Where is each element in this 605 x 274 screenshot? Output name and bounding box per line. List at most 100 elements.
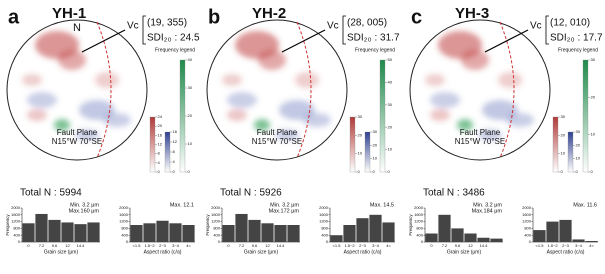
x-tick-label: 7.2 <box>39 243 45 248</box>
bar <box>169 223 182 242</box>
colorbar-tick-label: 30 <box>388 102 393 107</box>
colorbar-tick-label: 12 <box>173 139 178 144</box>
bar <box>585 240 598 242</box>
x-tick-label: 14.4 <box>77 243 86 248</box>
bar <box>261 223 274 242</box>
bar <box>343 225 356 242</box>
x-tick-label: 0 <box>227 243 230 248</box>
x-tick-label: 12 <box>468 243 473 248</box>
vc-label: Vc <box>530 21 542 32</box>
x-tick-label: 0 <box>27 243 30 248</box>
vc-coords: (12, 010) <box>550 18 590 29</box>
x-tick-label: <1.5 <box>536 243 545 248</box>
density-blob <box>75 129 99 141</box>
fault-trace <box>499 21 515 159</box>
bar <box>451 228 464 242</box>
colorbar-tick-label: 0 <box>358 169 361 174</box>
bar <box>48 219 61 242</box>
colorbar-tick-label: 10 <box>576 156 581 161</box>
bar <box>248 219 261 242</box>
colorbar-tick-label: 10 <box>188 141 193 146</box>
x-tick-label: 12 <box>265 243 270 248</box>
panel-title: YH-3 <box>455 5 489 22</box>
colorbar-tick-label: 0 <box>576 169 579 174</box>
note: Min. 3.2 μm <box>473 202 502 208</box>
colorbar <box>179 59 186 173</box>
bar <box>559 219 572 242</box>
x-tick-label: 2~3 <box>359 243 367 248</box>
bar <box>438 214 451 242</box>
density-blob <box>478 129 502 141</box>
fault-trace <box>96 21 112 159</box>
x-tick-label: 2~3 <box>159 243 167 248</box>
density-blob <box>258 50 286 70</box>
bar <box>572 239 585 242</box>
y-tick-label: 0 <box>421 239 424 244</box>
x-tick-label: 1.5~2 <box>344 243 355 248</box>
x-tick-label: 3~4 <box>575 243 583 248</box>
bar <box>130 225 143 242</box>
bar <box>356 218 369 242</box>
x-tick-label: 3~4 <box>372 243 380 248</box>
colorbar <box>364 131 371 173</box>
colorbar-tick-label: 8 <box>158 151 161 156</box>
y-tick-label: 2000 <box>11 205 21 210</box>
colorbar-tick-label: 40 <box>188 57 193 62</box>
total-n: Total N : 5926 <box>220 188 282 199</box>
colorbar <box>149 116 156 173</box>
colorbar-tick-label: 50 <box>388 57 393 62</box>
legend-title: Frequency legend <box>155 47 195 53</box>
colorbar-tick-label: 0 <box>591 169 594 174</box>
density-blob <box>103 113 131 127</box>
y-tick-label: 400 <box>321 232 328 237</box>
bar <box>546 221 559 242</box>
colorbar-tick-label: 0 <box>561 169 564 174</box>
density-blob <box>27 109 47 121</box>
y-tick-label: 1600 <box>119 212 129 217</box>
y-tick-label: 0 <box>126 239 129 244</box>
y-tick-label: 800 <box>213 225 220 230</box>
colorbar-tick-label: 20 <box>561 132 566 137</box>
y-tick-label: 400 <box>213 232 220 237</box>
colorbar-tick-label: 10 <box>388 147 393 152</box>
colorbar-tick-label: 10 <box>561 151 566 156</box>
north-label: N <box>73 22 81 34</box>
note: Min. 3.2 μm <box>270 202 299 208</box>
x-tick-label: 2~3 <box>562 243 570 248</box>
note: Max. 11.6 <box>573 202 597 208</box>
x-tick-label: <1.5 <box>333 243 342 248</box>
panel-label: a <box>8 6 20 28</box>
x-tick-label: 4< <box>386 243 391 248</box>
x-tick-label: 4< <box>589 243 594 248</box>
y-tick-label: 0 <box>326 239 329 244</box>
colorbar-tick-label: 30 <box>358 114 363 119</box>
fault-plane: Fault Plane <box>460 128 501 137</box>
panel-label: c <box>411 6 422 28</box>
bar <box>477 237 490 242</box>
density-blob <box>303 113 331 127</box>
stereonet <box>6 19 148 161</box>
bar <box>156 220 169 242</box>
colorbar-tick-label: 30 <box>591 57 596 62</box>
density-blob <box>430 109 450 121</box>
y-axis-label: Frequency <box>408 214 413 236</box>
sdi: SDI₂₀ : 24.5 <box>147 33 200 44</box>
x-tick-label: 14.4 <box>480 243 489 248</box>
panel-label: b <box>208 6 220 28</box>
x-axis-label: Aspect ratio (c/a) <box>547 249 585 255</box>
colorbar-tick-label: 20 <box>188 113 193 118</box>
y-tick-label: 400 <box>416 232 423 237</box>
bar <box>222 225 235 242</box>
density-blob <box>457 119 473 131</box>
colorbar-tick-label: 4 <box>158 160 161 165</box>
note: Max.160 μm <box>69 208 100 214</box>
y-tick-label: 2000 <box>522 205 532 210</box>
y-tick-label: 0 <box>18 239 21 244</box>
x-tick-label: 4< <box>186 243 191 248</box>
x-tick-label: 1.5~2 <box>144 243 155 248</box>
y-tick-label: 1600 <box>211 212 221 217</box>
colorbar-tick-label: 16 <box>158 132 163 137</box>
x-axis-label: Grain size (μm) <box>447 249 482 255</box>
